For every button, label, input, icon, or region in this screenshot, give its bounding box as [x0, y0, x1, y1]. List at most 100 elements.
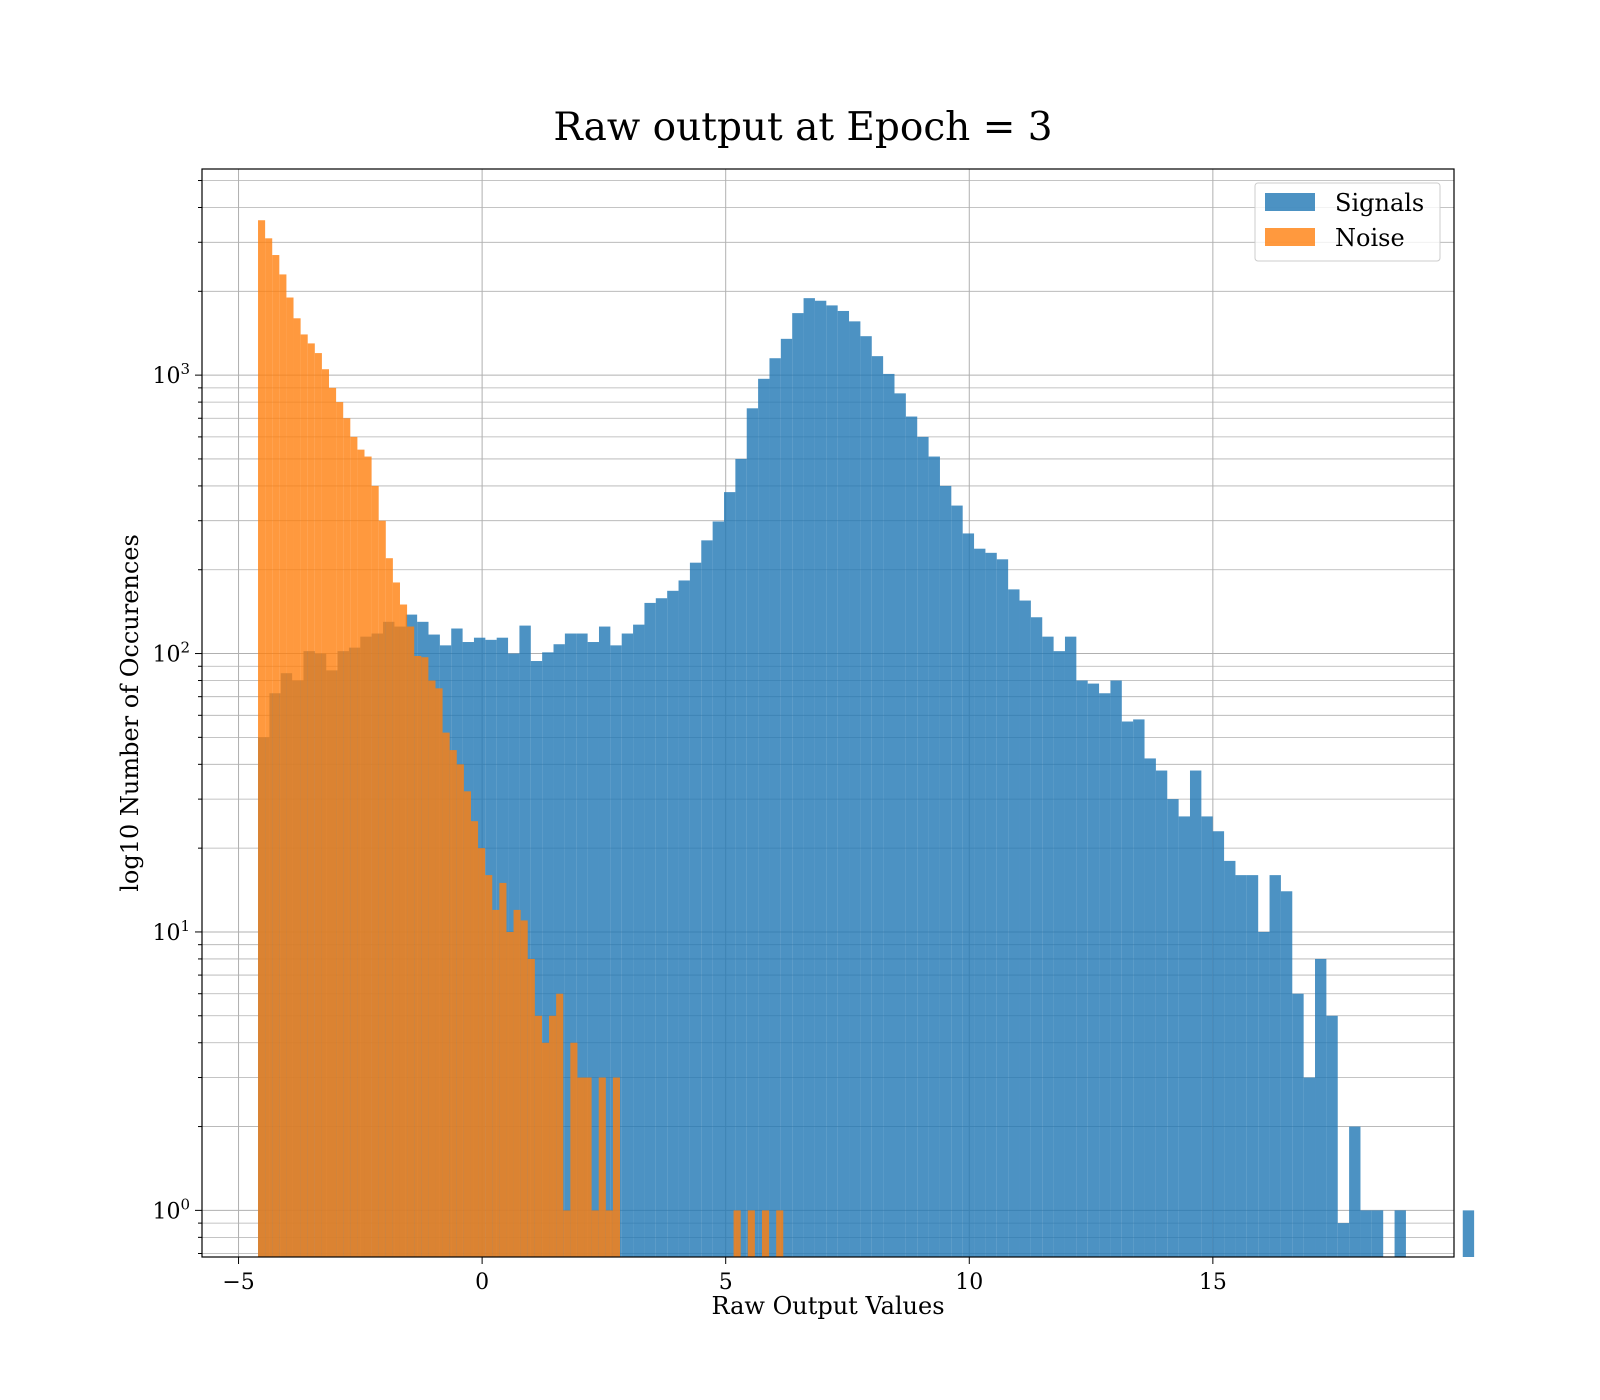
bar-signals: [530, 661, 543, 1257]
bar-noise: [463, 791, 471, 1257]
bar-signals: [1360, 1210, 1372, 1257]
bar-signals: [1019, 600, 1031, 1257]
bar-signals: [1099, 693, 1111, 1257]
bar-noise: [492, 909, 500, 1257]
bar-signals: [1326, 1015, 1338, 1257]
bar-signals: [1235, 875, 1247, 1257]
bar-noise: [343, 418, 351, 1258]
bar-signals: [917, 436, 929, 1258]
bar-noise: [371, 485, 379, 1257]
bar-noise: [747, 1210, 755, 1257]
bar-noise: [336, 402, 344, 1258]
y-tick-label: 103: [152, 360, 190, 389]
bar-signals: [769, 358, 781, 1257]
bar-noise: [350, 436, 358, 1258]
bar-signals: [1076, 680, 1088, 1257]
bar-signals: [1155, 770, 1168, 1257]
bar-noise: [449, 750, 457, 1257]
bar-signals: [701, 540, 713, 1257]
bar-signals: [553, 644, 565, 1257]
bar-noise: [442, 732, 450, 1257]
bar-noise: [435, 688, 443, 1257]
bar-noise: [414, 655, 422, 1257]
bar-signals: [1315, 958, 1327, 1257]
bar-signals: [1224, 860, 1236, 1257]
bar-noise: [314, 353, 322, 1257]
bar-signals: [826, 305, 838, 1257]
bar-signals: [1167, 799, 1179, 1257]
bar-signals: [837, 310, 850, 1257]
bar-noise: [258, 220, 266, 1257]
bar-signals: [1121, 721, 1134, 1257]
x-tick-label: 0: [475, 1270, 489, 1295]
x-axis-ticks: −5 0 5 10 15: [222, 1257, 1227, 1295]
bar-signals: [1087, 683, 1100, 1257]
bar-signals: [655, 598, 668, 1257]
bar-signals: [758, 378, 770, 1257]
bar-noise: [563, 1210, 571, 1257]
legend: Signals Noise: [1254, 182, 1441, 262]
bar-signals: [598, 626, 611, 1257]
bar-signals: [1258, 931, 1270, 1257]
bar-noise: [584, 1077, 592, 1257]
bar-noise: [541, 1042, 550, 1257]
bar-signals: [894, 393, 906, 1257]
bar-signals: [633, 624, 645, 1257]
bar-noise: [527, 958, 535, 1257]
bar-noise: [428, 680, 436, 1257]
bar-signals: [1394, 1210, 1406, 1257]
bar-noise: [272, 255, 280, 1257]
y-axis-label: log10 Number of Occurences: [116, 534, 144, 892]
y-tick-label: 102: [152, 639, 190, 668]
bar-noise: [421, 657, 429, 1257]
bar-signals: [1008, 589, 1020, 1257]
bar-signals: [1064, 636, 1077, 1257]
legend-label-noise: Noise: [1335, 224, 1405, 252]
bar-noise: [549, 1015, 557, 1257]
bar-signals: [860, 336, 872, 1257]
bar-noise: [612, 1077, 621, 1257]
legend-swatch-noise: [1265, 228, 1315, 246]
y-axis-ticks: 100 101 102 103: [152, 180, 202, 1254]
bar-signals: [1246, 875, 1259, 1257]
bar-noise: [286, 297, 294, 1257]
bar-signals: [576, 633, 588, 1257]
legend-label-signals: Signals: [1335, 189, 1424, 217]
bar-signals: [792, 313, 804, 1258]
bar-noise: [279, 274, 287, 1257]
bar-signals: [1133, 719, 1145, 1257]
bar-noise: [598, 1077, 606, 1257]
bar-noise: [733, 1210, 741, 1257]
x-tick-label: 10: [955, 1270, 983, 1295]
bar-signals: [724, 492, 736, 1258]
bar-signals: [803, 298, 815, 1257]
bar-noise: [556, 993, 564, 1257]
bar-signals: [1042, 636, 1054, 1257]
bar-signals: [1371, 1210, 1384, 1257]
x-tick-label: 5: [719, 1270, 733, 1295]
bar-signals: [814, 300, 827, 1258]
bar-noise: [591, 1210, 599, 1257]
legend-swatch-signals: [1265, 193, 1315, 211]
bar-signals: [883, 373, 895, 1258]
bar-signals: [974, 548, 986, 1257]
bar-noise: [392, 582, 400, 1257]
bar-signals: [1462, 1210, 1475, 1257]
bar-signals: [1337, 1223, 1350, 1257]
bar-signals: [1110, 680, 1122, 1257]
bar-noise: [300, 334, 308, 1257]
bar-signals: [542, 652, 554, 1257]
y-tick-label: 100: [152, 1195, 190, 1224]
bar-signals: [1303, 1077, 1316, 1257]
bar-noise: [534, 1015, 542, 1257]
bar-noise: [357, 449, 365, 1258]
bar-signals: [1269, 875, 1281, 1257]
bar-noise: [293, 318, 301, 1257]
bar-signals: [564, 633, 577, 1257]
bar-noise: [307, 343, 315, 1258]
bar-noise: [499, 882, 507, 1257]
bar-signals: [871, 356, 884, 1258]
bar-noise: [776, 1210, 784, 1257]
bar-noise: [506, 931, 514, 1257]
